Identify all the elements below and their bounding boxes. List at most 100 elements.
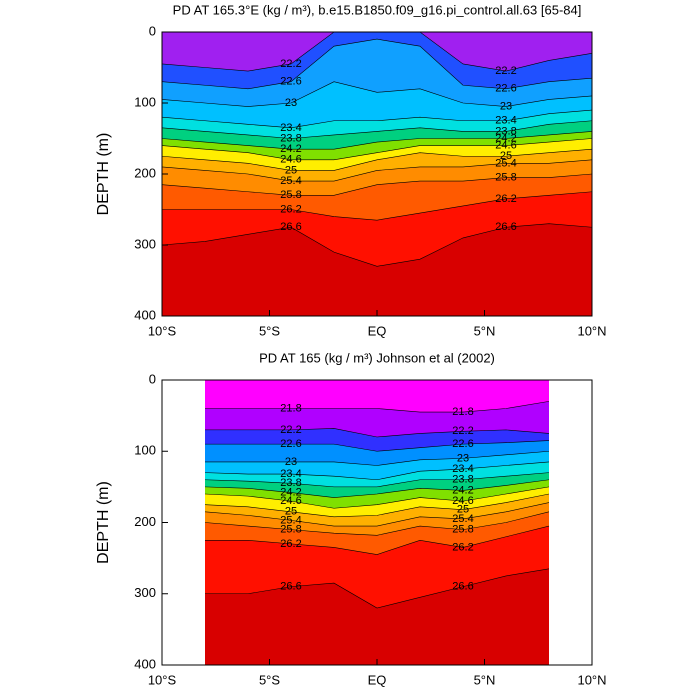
contour-label: 25.4 — [495, 157, 516, 169]
contour-label: 22.2 — [495, 65, 516, 77]
chart-title: PD AT 165 (kg / m³) Johnson et al (2002) — [259, 350, 495, 365]
x-tick-label: 10°N — [577, 672, 606, 687]
contour-label: 23 — [500, 100, 512, 112]
contour-label: 25.8 — [280, 524, 301, 536]
contour-label: 25 — [457, 504, 469, 516]
y-tick-label: 0 — [149, 371, 156, 386]
contour-label: 25.4 — [280, 175, 301, 187]
contour-label: 23.8 — [452, 474, 473, 486]
contour-line — [161, 138, 593, 161]
contour-label: 23 — [285, 456, 297, 468]
contour-label: 23 — [457, 452, 469, 464]
contour-label: 25.8 — [495, 171, 516, 183]
contour-line — [161, 159, 593, 182]
contour-label: 22.2 — [280, 58, 301, 70]
y-tick-label: 300 — [134, 236, 156, 251]
y-tick-label: 400 — [134, 656, 156, 671]
x-tick-label: 5°S — [259, 672, 280, 687]
contour-line — [161, 81, 593, 107]
contour-label: 25.8 — [280, 189, 301, 201]
x-tick-label: 5°N — [474, 672, 496, 687]
contour-label: 25.4 — [280, 514, 301, 526]
contour-label: 24.6 — [452, 495, 473, 507]
contour-label: 23.4 — [495, 115, 516, 127]
y-axis-label: DEPTH (m) — [95, 133, 112, 216]
contour-label: 25 — [285, 506, 297, 518]
x-tick-label: EQ — [368, 323, 387, 338]
y-axis-label: DEPTH (m) — [95, 481, 112, 564]
contour-line — [204, 472, 550, 488]
contour-line — [162, 191, 593, 221]
contour-line — [161, 148, 593, 171]
y-tick-label: 0 — [149, 23, 156, 38]
contour-label: 22.6 — [495, 83, 516, 95]
y-tick-label: 100 — [134, 94, 156, 109]
contour-band — [205, 568, 549, 665]
contour-label: 25 — [285, 164, 297, 176]
contour-label: 22.2 — [452, 425, 473, 437]
contour-label: 26.2 — [280, 538, 301, 550]
contour-line — [204, 479, 550, 498]
y-tick-label: 200 — [134, 165, 156, 180]
contour-label: 24.6 — [280, 495, 301, 507]
contour-label: 22.6 — [280, 438, 301, 450]
contour-label: 26.6 — [495, 221, 516, 233]
contour-label: 22.6 — [452, 438, 473, 450]
x-tick-label: 5°N — [474, 323, 496, 338]
contour-line — [205, 428, 550, 438]
contour-line — [205, 525, 550, 555]
y-tick-label: 300 — [134, 585, 156, 600]
contour-label: 24.6 — [495, 140, 516, 152]
x-tick-label: 10°S — [148, 323, 177, 338]
y-tick-label: 100 — [134, 443, 156, 458]
contour-line — [161, 223, 593, 267]
contour-line — [205, 440, 550, 452]
contour-line — [205, 450, 550, 466]
contour-band — [162, 223, 592, 316]
contour-label: 24.6 — [280, 154, 301, 166]
x-tick-label: 10°S — [148, 672, 177, 687]
contour-label: 23 — [285, 97, 297, 109]
contour-label: 26.2 — [280, 203, 301, 215]
contour-label: 22.6 — [280, 76, 301, 88]
contour-line — [204, 502, 550, 527]
contour-line — [204, 486, 550, 509]
contour-label: 21.8 — [452, 406, 473, 418]
y-tick-label: 200 — [134, 514, 156, 529]
contour-label: 26.2 — [495, 193, 516, 205]
y-tick-label: 400 — [134, 307, 156, 322]
contour-label: 23.4 — [452, 463, 473, 475]
contour-label: 24.2 — [280, 143, 301, 155]
contour-label: 26.2 — [452, 541, 473, 553]
contour-label: 24.2 — [495, 132, 516, 144]
chart-title: PD AT 165.3°E (kg / m³), b.e15.B1850.f09… — [173, 2, 582, 17]
contour-label: 23.8 — [280, 132, 301, 144]
contour-label: 25.4 — [452, 513, 473, 525]
contour-label: 23.4 — [280, 468, 301, 480]
contour-line — [205, 401, 550, 413]
contour-line — [161, 38, 593, 90]
contour-label: 26.6 — [280, 581, 301, 593]
contour-label: 26.6 — [280, 221, 301, 233]
contour-label: 24.2 — [280, 486, 301, 498]
contour-line — [161, 120, 593, 139]
contour-label: 26.6 — [452, 581, 473, 593]
contour-label: 23.4 — [280, 122, 301, 134]
contour-line — [204, 493, 550, 518]
contour-label: 25 — [500, 150, 512, 162]
contour-line — [161, 173, 593, 196]
contour-line — [161, 109, 593, 129]
contour-label: 23.8 — [280, 477, 301, 489]
x-tick-label: 10°N — [577, 323, 606, 338]
x-tick-label: EQ — [368, 672, 387, 687]
contour-label: 22.2 — [280, 424, 301, 436]
contour-label: 21.8 — [280, 402, 301, 414]
contour-line — [204, 461, 550, 481]
contour-label: 24.2 — [452, 484, 473, 496]
contour-line — [205, 568, 550, 609]
contour-line — [204, 511, 550, 536]
x-tick-label: 5°S — [259, 323, 280, 338]
contour-label: 23.8 — [495, 125, 516, 137]
contour-label: 25.8 — [452, 524, 473, 536]
